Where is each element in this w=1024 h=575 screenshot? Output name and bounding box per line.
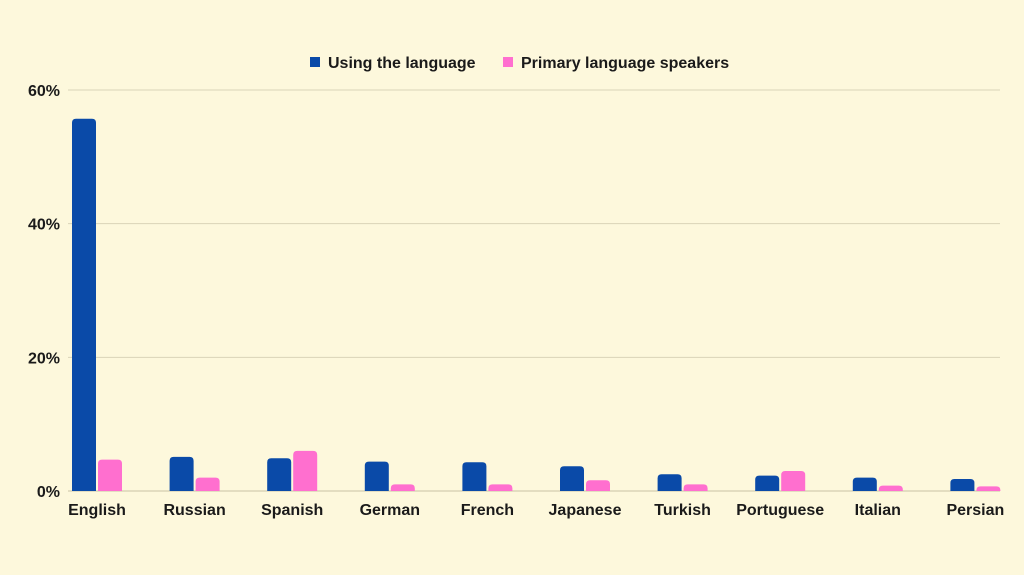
x-tick-label: Persian bbox=[946, 502, 1004, 519]
bar-primary-russian bbox=[195, 477, 220, 491]
bar-primary-portuguese bbox=[781, 470, 806, 491]
legend-label-primary: Primary language speakers bbox=[521, 55, 729, 72]
y-tick-label: 20% bbox=[28, 350, 60, 367]
bar-primary-italian bbox=[878, 485, 903, 491]
bar-primary-english bbox=[98, 459, 122, 491]
x-tick-label: Turkish bbox=[654, 502, 711, 519]
bar-using-german bbox=[364, 461, 389, 491]
x-tick-label: German bbox=[360, 502, 420, 519]
x-tick-label: Portuguese bbox=[736, 502, 824, 519]
gridlines bbox=[68, 89, 1000, 492]
x-tick-label: Russian bbox=[163, 502, 225, 519]
legend-label-using: Using the language bbox=[328, 55, 476, 72]
x-tick-label: Spanish bbox=[261, 502, 323, 519]
bar-using-turkish bbox=[657, 474, 682, 491]
y-tick-label: 0% bbox=[37, 484, 60, 501]
bar-using-english bbox=[72, 118, 96, 491]
bar-using-persian bbox=[950, 478, 975, 491]
bar-primary-spanish bbox=[293, 450, 318, 491]
bar-primary-french bbox=[488, 484, 513, 491]
bar-using-italian bbox=[852, 477, 877, 491]
bar-using-portuguese bbox=[755, 475, 780, 491]
bar-primary-german bbox=[390, 484, 415, 491]
bar-using-french bbox=[462, 462, 487, 491]
x-tick-label: Japanese bbox=[549, 502, 622, 519]
bar-using-spanish bbox=[267, 458, 292, 491]
y-axis: 0% 20% 40% 60% bbox=[28, 83, 60, 501]
y-tick-label: 60% bbox=[28, 83, 60, 100]
bars bbox=[72, 118, 1001, 491]
x-tick-label: French bbox=[461, 502, 514, 519]
x-tick-label: Italian bbox=[855, 502, 901, 519]
legend-swatch-primary bbox=[503, 57, 513, 67]
legend: Using the language Primary language speak… bbox=[310, 55, 729, 72]
y-tick-label: 40% bbox=[28, 217, 60, 234]
legend-swatch-using bbox=[310, 57, 320, 67]
bar-using-japanese bbox=[560, 466, 584, 491]
bar-primary-japanese bbox=[586, 480, 610, 491]
x-axis: English Russian Spanish German French Japanes… bbox=[68, 502, 1004, 519]
x-tick-label: English bbox=[68, 502, 126, 519]
bar-primary-persian bbox=[976, 486, 1001, 491]
bar-primary-turkish bbox=[683, 484, 708, 491]
bar-using-russian bbox=[169, 456, 194, 491]
